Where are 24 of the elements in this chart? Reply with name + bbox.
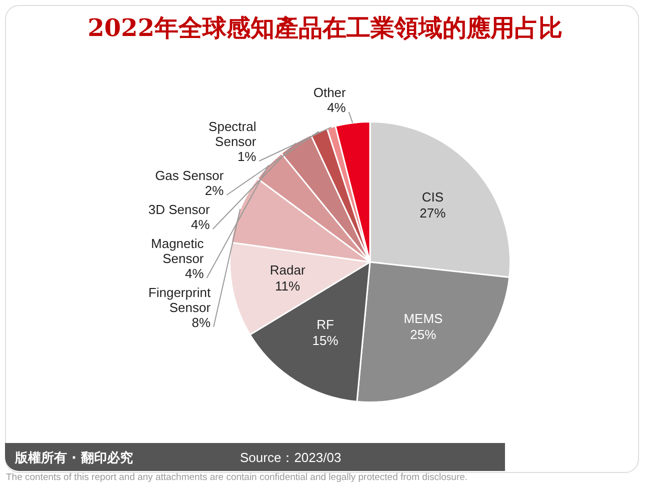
data-label: 4% [327,100,346,116]
slice-label: 3D Sensor [148,202,210,218]
data-label: 25% [410,326,437,342]
slice-label: Gas Sensor [155,168,224,184]
text: 版權所有 · 翻印必究 [15,450,133,467]
slice-label: Fingerprint Sensor [148,285,212,316]
data-label: 11% [275,278,301,294]
slice-label: Other [313,85,347,100]
data-label: 4% [191,217,210,232]
data-label: 1% [237,149,257,164]
slice-label: RF [316,316,334,332]
slice-label: MEMS [404,310,444,326]
slice-label: Magnetic Sensor [151,236,204,266]
text: The contents of this report and any attachments are contain confidential and legally protected from disclosure. [6,472,468,483]
chart-title: 2022年全球感知產品在工業領域的應用占比 [86,12,564,44]
data-label: 4% [184,266,204,282]
data-label: 2% [204,183,224,198]
data-label: 27% [420,205,446,220]
slice-label: Spectral Sensor [208,119,257,150]
data-label: 15% [312,332,339,348]
source-note: Source：2023/03 [240,449,342,467]
slice-label: CIS [422,189,444,204]
slice-label: Radar [270,262,306,278]
data-label: 8% [192,315,211,330]
